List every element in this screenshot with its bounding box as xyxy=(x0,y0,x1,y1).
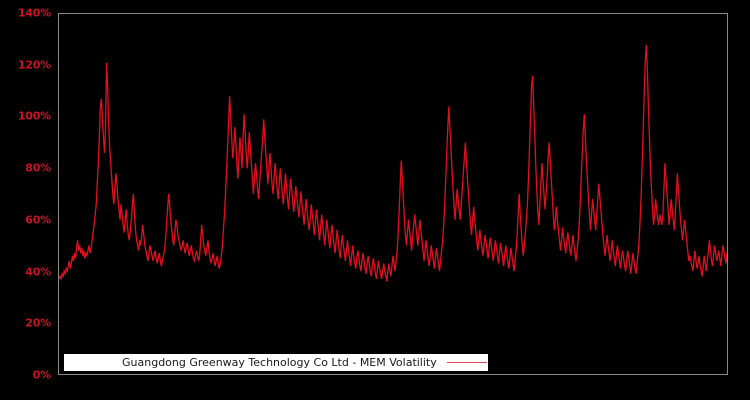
y-axis-tick-label: 100% xyxy=(17,109,51,123)
y-axis-tick-label: 0% xyxy=(32,368,51,382)
y-axis-tick-label: 60% xyxy=(25,213,51,227)
legend-label: Guangdong Greenway Technology Co Ltd - M… xyxy=(122,356,437,369)
legend: Guangdong Greenway Technology Co Ltd - M… xyxy=(64,354,488,371)
y-axis-tick-label: 40% xyxy=(25,265,51,279)
y-axis-tick-label: 140% xyxy=(17,6,51,20)
y-axis-tick-label: 120% xyxy=(17,58,51,72)
volatility-line-chart xyxy=(59,14,727,374)
legend-line-sample-icon xyxy=(446,362,487,363)
y-axis-tick-label: 80% xyxy=(25,161,51,175)
y-axis: 140% 120% 100% 80% 60% 40% 20% 0% xyxy=(0,0,58,400)
y-axis-tick-label: 20% xyxy=(25,316,51,330)
plot-area xyxy=(58,13,728,375)
series-line-mem-volatility xyxy=(59,45,727,282)
